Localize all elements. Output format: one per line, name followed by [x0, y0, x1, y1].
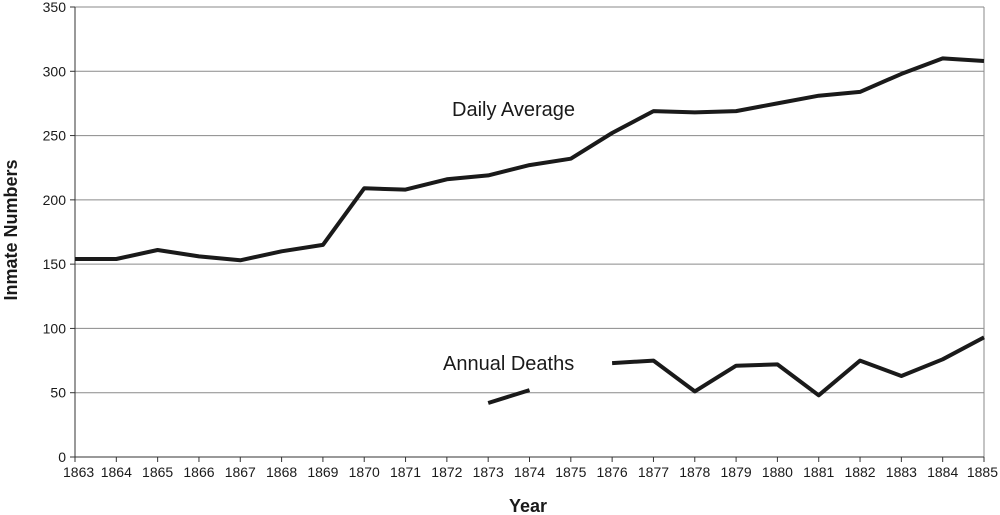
- x-tick-label-1877: 1877: [638, 464, 669, 480]
- y-tick-label-100: 100: [43, 320, 67, 336]
- x-tick-labels: 1863 1864 1865 1866 1867 1868 1869 1870 1871 1872…: [63, 464, 998, 480]
- y-tick-label-50: 50: [50, 385, 66, 401]
- series-label-daily-average: Daily Average: [452, 99, 575, 121]
- x-tick-label-1879: 1879: [721, 464, 752, 480]
- x-tick-label-1865: 1865: [142, 464, 173, 480]
- x-tick-label-1869: 1869: [307, 464, 338, 480]
- x-tick-label-1885: 1885: [967, 464, 998, 480]
- y-tick-label-0: 0: [58, 449, 66, 465]
- y-tick-label-300: 300: [43, 63, 67, 79]
- x-tick-label-1881: 1881: [803, 464, 834, 480]
- x-tick-label-1873: 1873: [473, 464, 504, 480]
- x-tick-label-1875: 1875: [555, 464, 586, 480]
- x-tick-label-1883: 1883: [886, 464, 917, 480]
- x-tick-label-1863: 1863: [63, 464, 94, 480]
- y-tick-label-200: 200: [43, 192, 67, 208]
- x-tick-label-1867: 1867: [225, 464, 256, 480]
- y-axis-title: Inmate Numbers: [1, 159, 21, 300]
- y-tick-label-250: 250: [43, 128, 67, 144]
- x-tick-label-1880: 1880: [762, 464, 793, 480]
- x-tick-label-1882: 1882: [844, 464, 875, 480]
- x-tick-label-1864: 1864: [101, 464, 132, 480]
- axes: [70, 6, 985, 462]
- series-line-daily-average-0: [75, 56, 985, 263]
- y-tick-labels: 0 50 100 150 200 250 300 350: [43, 0, 67, 465]
- series-label-annual-deaths: Annual Deaths: [443, 353, 574, 375]
- x-tick-label-1884: 1884: [927, 464, 958, 480]
- y-tick-label-350: 350: [43, 0, 67, 15]
- x-tick-label-1870: 1870: [349, 464, 380, 480]
- gridlines: [75, 6, 985, 457]
- x-axis-title: Year: [509, 496, 547, 515]
- x-tick-label-1868: 1868: [266, 464, 297, 480]
- series-lines: [75, 56, 985, 405]
- x-tick-label-1878: 1878: [679, 464, 710, 480]
- x-tick-label-1874: 1874: [514, 464, 545, 480]
- x-tick-label-1872: 1872: [431, 464, 462, 480]
- x-tick-label-1876: 1876: [597, 464, 628, 480]
- x-tick-label-1866: 1866: [183, 464, 214, 480]
- y-tick-label-150: 150: [43, 256, 67, 272]
- series-line-annual-deaths-1: [611, 335, 985, 398]
- series-line-annual-deaths-0: [487, 388, 531, 405]
- x-tick-label-1871: 1871: [390, 464, 421, 480]
